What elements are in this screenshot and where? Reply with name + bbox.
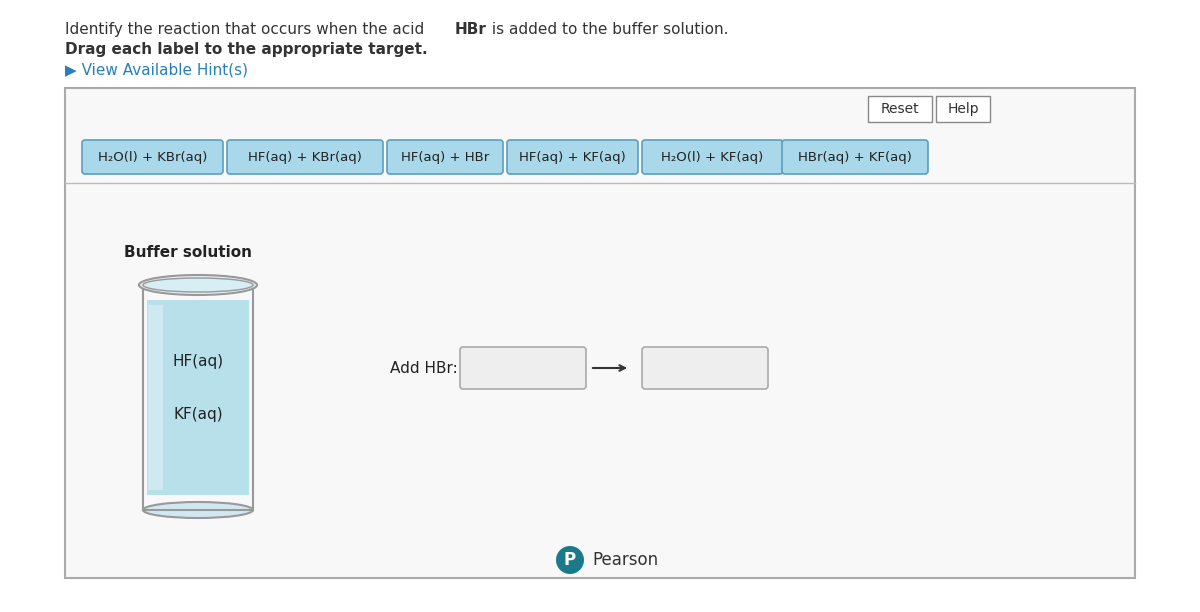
Text: Add HBr:: Add HBr:	[390, 360, 457, 376]
Circle shape	[556, 546, 584, 574]
FancyBboxPatch shape	[227, 140, 383, 174]
Bar	[148, 300, 250, 495]
FancyBboxPatch shape	[936, 96, 990, 122]
Text: Pearson: Pearson	[592, 551, 658, 569]
Ellipse shape	[143, 502, 253, 518]
Text: Drag each label to the appropriate target.: Drag each label to the appropriate targe…	[65, 42, 427, 57]
FancyBboxPatch shape	[642, 347, 768, 389]
Text: H₂O(l) + KBr(aq): H₂O(l) + KBr(aq)	[98, 151, 208, 163]
Text: HF(aq) + HBr: HF(aq) + HBr	[401, 151, 490, 163]
Bar	[148, 305, 163, 490]
FancyBboxPatch shape	[386, 140, 503, 174]
Text: HBr(aq) + KF(aq): HBr(aq) + KF(aq)	[798, 151, 912, 163]
Ellipse shape	[139, 275, 257, 295]
Text: HF(aq) + KF(aq): HF(aq) + KF(aq)	[520, 151, 626, 163]
Text: P: P	[564, 551, 576, 569]
Text: HBr: HBr	[455, 22, 487, 37]
Text: H₂O(l) + KF(aq): H₂O(l) + KF(aq)	[661, 151, 763, 163]
FancyBboxPatch shape	[82, 140, 223, 174]
Text: HF(aq) + KBr(aq): HF(aq) + KBr(aq)	[248, 151, 362, 163]
FancyBboxPatch shape	[782, 140, 928, 174]
Text: HF(aq): HF(aq)	[173, 354, 223, 368]
Text: Identify the reaction that occurs when the acid: Identify the reaction that occurs when t…	[65, 22, 430, 37]
FancyBboxPatch shape	[868, 96, 932, 122]
Text: is added to the buffer solution.: is added to the buffer solution.	[487, 22, 728, 37]
Ellipse shape	[143, 278, 253, 292]
Text: ▶ View Available Hint(s): ▶ View Available Hint(s)	[65, 62, 248, 77]
FancyBboxPatch shape	[460, 347, 586, 389]
FancyBboxPatch shape	[642, 140, 782, 174]
Text: Buffer solution: Buffer solution	[124, 245, 252, 260]
Text: Help: Help	[947, 102, 979, 116]
Text: Reset: Reset	[881, 102, 919, 116]
FancyBboxPatch shape	[65, 88, 1135, 578]
FancyBboxPatch shape	[506, 140, 638, 174]
Text: KF(aq): KF(aq)	[173, 406, 223, 422]
